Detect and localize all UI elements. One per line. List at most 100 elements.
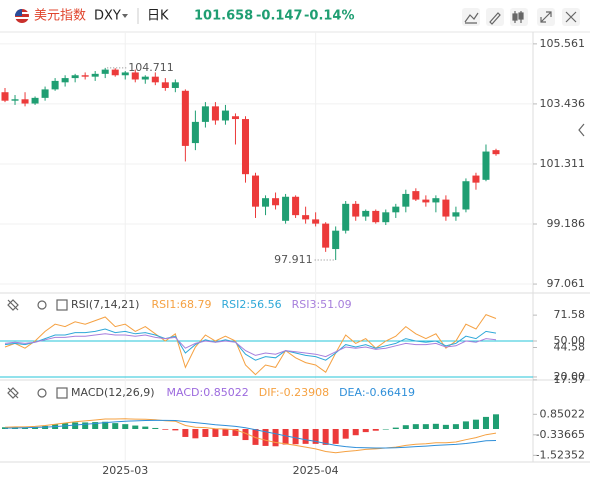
histogram-bar bbox=[312, 428, 319, 444]
histogram-bar bbox=[162, 428, 169, 430]
histogram-bar bbox=[402, 425, 409, 429]
candle-body bbox=[362, 210, 370, 217]
tool-line[interactable] bbox=[462, 8, 480, 26]
candle-body bbox=[302, 215, 310, 220]
candle-body bbox=[21, 99, 29, 104]
histogram-bar bbox=[242, 428, 249, 441]
candle-body bbox=[11, 99, 19, 101]
y-tick-label: 0.85022 bbox=[540, 407, 586, 420]
candle-body bbox=[191, 121, 199, 144]
indicator-line bbox=[4, 333, 497, 358]
y-tick-label: 71.58 bbox=[554, 308, 586, 321]
histogram-bar bbox=[282, 428, 289, 445]
candle-body bbox=[432, 198, 440, 203]
histogram-bar bbox=[82, 422, 89, 429]
instrument-name[interactable]: 美元指数 bbox=[34, 9, 86, 24]
price: 101.658 bbox=[194, 9, 253, 24]
histogram-bar bbox=[452, 424, 459, 429]
candle-body bbox=[482, 151, 490, 180]
candle-body bbox=[402, 193, 410, 207]
y-tick-label: 103.436 bbox=[540, 97, 586, 110]
histogram-bar bbox=[152, 427, 159, 429]
candle-body bbox=[492, 150, 500, 155]
legend-entry: RSI1:68.79 bbox=[151, 298, 211, 311]
candle-body bbox=[41, 89, 49, 98]
histogram-bar bbox=[1, 427, 9, 429]
histogram-bar bbox=[432, 423, 439, 429]
histogram-bar bbox=[132, 425, 139, 429]
candle-body bbox=[121, 72, 129, 76]
histogram-bar bbox=[442, 424, 449, 429]
histogram-bar bbox=[302, 428, 309, 444]
symbol[interactable]: DXY bbox=[94, 9, 121, 24]
candle-body bbox=[151, 76, 159, 83]
tool-close[interactable] bbox=[562, 8, 580, 26]
histogram-bar bbox=[182, 428, 189, 437]
candle-body bbox=[111, 69, 119, 76]
y-tick-label: 44.58 bbox=[554, 340, 586, 353]
y-tick-label: 99.186 bbox=[547, 217, 586, 230]
indicator-line bbox=[4, 419, 497, 449]
settings-icon[interactable] bbox=[37, 388, 47, 398]
histogram-bar bbox=[192, 428, 199, 439]
histogram-bar bbox=[72, 422, 79, 429]
y-tick-label: -0.33665 bbox=[536, 428, 585, 441]
candle-body bbox=[292, 196, 300, 216]
indicator-line bbox=[4, 328, 497, 361]
histogram-bar bbox=[232, 428, 239, 436]
tool-fullscreen[interactable] bbox=[537, 8, 555, 26]
histogram-bar bbox=[262, 428, 269, 446]
histogram-bar bbox=[252, 428, 259, 445]
hide-icon[interactable] bbox=[7, 387, 19, 399]
histogram-bar bbox=[482, 416, 489, 429]
candle-body bbox=[412, 191, 420, 200]
legend-entry: DIF:-0.23908 bbox=[259, 386, 329, 399]
annotation: 104.711 bbox=[128, 61, 174, 74]
y-tick-label: 20.00 bbox=[554, 370, 586, 383]
macd-icons bbox=[7, 387, 68, 399]
flag bbox=[15, 9, 29, 23]
histogram-bar bbox=[112, 423, 119, 429]
expand-arrow[interactable] bbox=[578, 123, 585, 137]
y-tick-label: 97.061 bbox=[547, 277, 586, 290]
histogram-bar bbox=[422, 424, 429, 429]
grid-icon[interactable] bbox=[56, 387, 68, 399]
candle-body bbox=[71, 75, 79, 79]
tool-candle[interactable] bbox=[510, 8, 528, 26]
hide-icon[interactable] bbox=[7, 299, 19, 311]
dropdown-arrow[interactable] bbox=[122, 14, 128, 18]
indicator-line bbox=[4, 313, 497, 376]
tool-draw[interactable] bbox=[486, 8, 504, 26]
candle-body bbox=[382, 212, 390, 223]
candle-body bbox=[161, 82, 169, 88]
annotation: 97.911 bbox=[274, 253, 313, 266]
grid-icon[interactable] bbox=[56, 299, 68, 311]
histogram-bar bbox=[332, 428, 339, 444]
y-tick-label: 50.00 bbox=[554, 334, 586, 347]
histogram-bar bbox=[472, 419, 479, 429]
candle-body bbox=[91, 73, 99, 77]
x-tick-label: 2025-03 bbox=[102, 464, 148, 477]
candle-body bbox=[101, 69, 109, 74]
histogram-bar bbox=[412, 424, 419, 429]
histogram-bar bbox=[222, 428, 229, 436]
candle-body bbox=[342, 203, 350, 231]
settings-icon[interactable] bbox=[37, 300, 47, 310]
candle-body bbox=[332, 230, 340, 250]
period[interactable]: 日K bbox=[147, 9, 169, 24]
candle-body bbox=[51, 80, 59, 90]
y-tick-label: 101.311 bbox=[540, 157, 586, 170]
candle-body bbox=[231, 116, 239, 120]
histogram-bar bbox=[322, 428, 329, 445]
candle-body bbox=[472, 175, 480, 183]
candle-body bbox=[312, 219, 320, 224]
histogram-bar bbox=[92, 422, 99, 429]
histogram-bar bbox=[462, 421, 469, 429]
candle-body bbox=[282, 196, 290, 221]
pane-title: MACD(12,26,9) bbox=[71, 386, 155, 399]
histogram-bar bbox=[492, 414, 500, 429]
x-tick-label: 2025-04 bbox=[293, 464, 339, 477]
pane-title: RSI(7,14,21) bbox=[71, 298, 139, 311]
toolbar bbox=[462, 8, 580, 26]
